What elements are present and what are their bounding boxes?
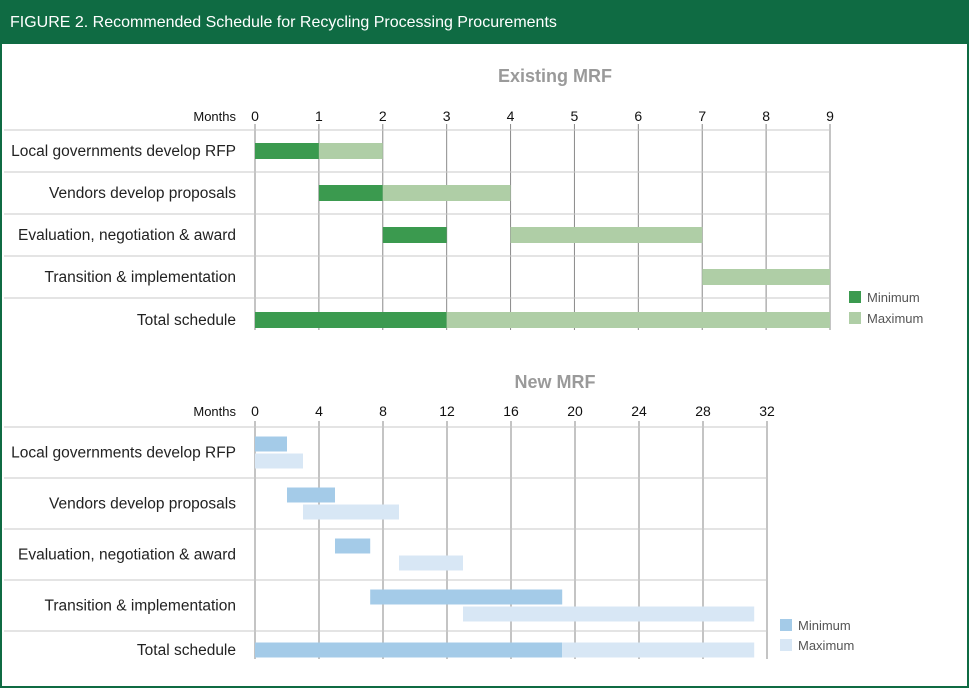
chart1-bar-minimum-evaluation-negotiation-award (382, 227, 447, 243)
chart2-bar-maximum-total-schedule (562, 642, 755, 658)
chart2-tick-label: 20 (567, 403, 583, 419)
chart2-bar-maximum-evaluation-negotiation-award (399, 555, 463, 571)
chart1-bar-minimum-vendors-develop-proposals (318, 185, 383, 201)
chart1-category-label-local-governments-develop-rfp: Local governments develop RFP (11, 143, 236, 160)
chart2-bar-minimum-transition-implementation (370, 589, 563, 605)
chart1-tick-label: 5 (571, 108, 579, 124)
chart1-tick-label: 0 (251, 108, 259, 124)
chart1-category-label-evaluation-negotiation-award: Evaluation, negotiation & award (18, 227, 236, 244)
chart2-tick-label: 12 (439, 403, 455, 419)
chart2-tick-label: 4 (315, 403, 323, 419)
chart2-legend-label-maximum: Maximum (798, 638, 854, 653)
chart1-title: Existing MRF (498, 66, 612, 86)
chart1-category-label-vendors-develop-proposals: Vendors develop proposals (49, 185, 236, 202)
chart1-bar-maximum-total-schedule (446, 312, 830, 328)
chart1-category-label-total-schedule: Total schedule (137, 312, 236, 329)
chart1-x-axis-label: Months (193, 109, 236, 124)
chart1-category-label-transition-implementation: Transition & implementation (44, 269, 236, 286)
chart2-legend-swatch-maximum (780, 639, 792, 651)
chart2-tick-label: 28 (695, 403, 711, 419)
chart2-title: New MRF (515, 372, 596, 392)
chart1-bar-maximum-evaluation-negotiation-award (510, 227, 703, 243)
chart2-category-label-total-schedule: Total schedule (137, 642, 236, 659)
chart2-bar-minimum-vendors-develop-proposals (287, 487, 335, 503)
chart2-category-label-transition-implementation: Transition & implementation (44, 598, 236, 615)
chart1-bar-maximum-transition-implementation (702, 269, 830, 285)
chart2-bar-minimum-evaluation-negotiation-award (335, 538, 371, 554)
chart2-tick-label: 0 (251, 403, 259, 419)
chart2-legend-swatch-minimum (780, 619, 792, 631)
chart2-tick-label: 32 (759, 403, 775, 419)
chart1-tick-label: 9 (826, 108, 834, 124)
chart1-legend-label-maximum: Maximum (867, 311, 923, 326)
chart1-tick-label: 6 (634, 108, 642, 124)
chart1-bar-maximum-vendors-develop-proposals (382, 185, 511, 201)
chart1-legend-label-minimum: Minimum (867, 290, 920, 305)
chart1-tick-label: 1 (315, 108, 323, 124)
chart2-category-label-vendors-develop-proposals: Vendors develop proposals (49, 496, 236, 513)
figure-header: FIGURE 2. Recommended Schedule for Recyc… (2, 2, 967, 44)
chart2-x-axis-label: Months (193, 404, 236, 419)
chart1-tick-label: 4 (507, 108, 515, 124)
chart1-legend-swatch-maximum (849, 312, 861, 324)
chart1-bar-minimum-total-schedule (255, 312, 447, 328)
chart1-bar-maximum-local-governments-develop-rfp (318, 143, 383, 159)
chart1-tick-label: 7 (698, 108, 706, 124)
chart2-bar-maximum-vendors-develop-proposals (303, 504, 399, 520)
chart2-category-label-local-governments-develop-rfp: Local governments develop RFP (11, 445, 236, 462)
chart1-tick-label: 3 (443, 108, 451, 124)
chart2-bar-minimum-local-governments-develop-rfp (255, 436, 287, 452)
chart2-tick-label: 24 (631, 403, 647, 419)
chart1-tick-label: 2 (379, 108, 387, 124)
chart2-category-label-evaluation-negotiation-award: Evaluation, negotiation & award (18, 547, 236, 564)
chart1-bar-minimum-local-governments-develop-rfp (255, 143, 319, 159)
chart2-bar-minimum-total-schedule (255, 642, 563, 658)
chart1-legend-swatch-minimum (849, 291, 861, 303)
chart2-tick-label: 16 (503, 403, 519, 419)
chart2-bar-maximum-local-governments-develop-rfp (255, 453, 303, 469)
chart2-legend-label-minimum: Minimum (798, 618, 851, 633)
chart1-tick-label: 8 (762, 108, 770, 124)
chart2-tick-label: 8 (379, 403, 387, 419)
chart2-bar-maximum-transition-implementation (463, 606, 755, 622)
